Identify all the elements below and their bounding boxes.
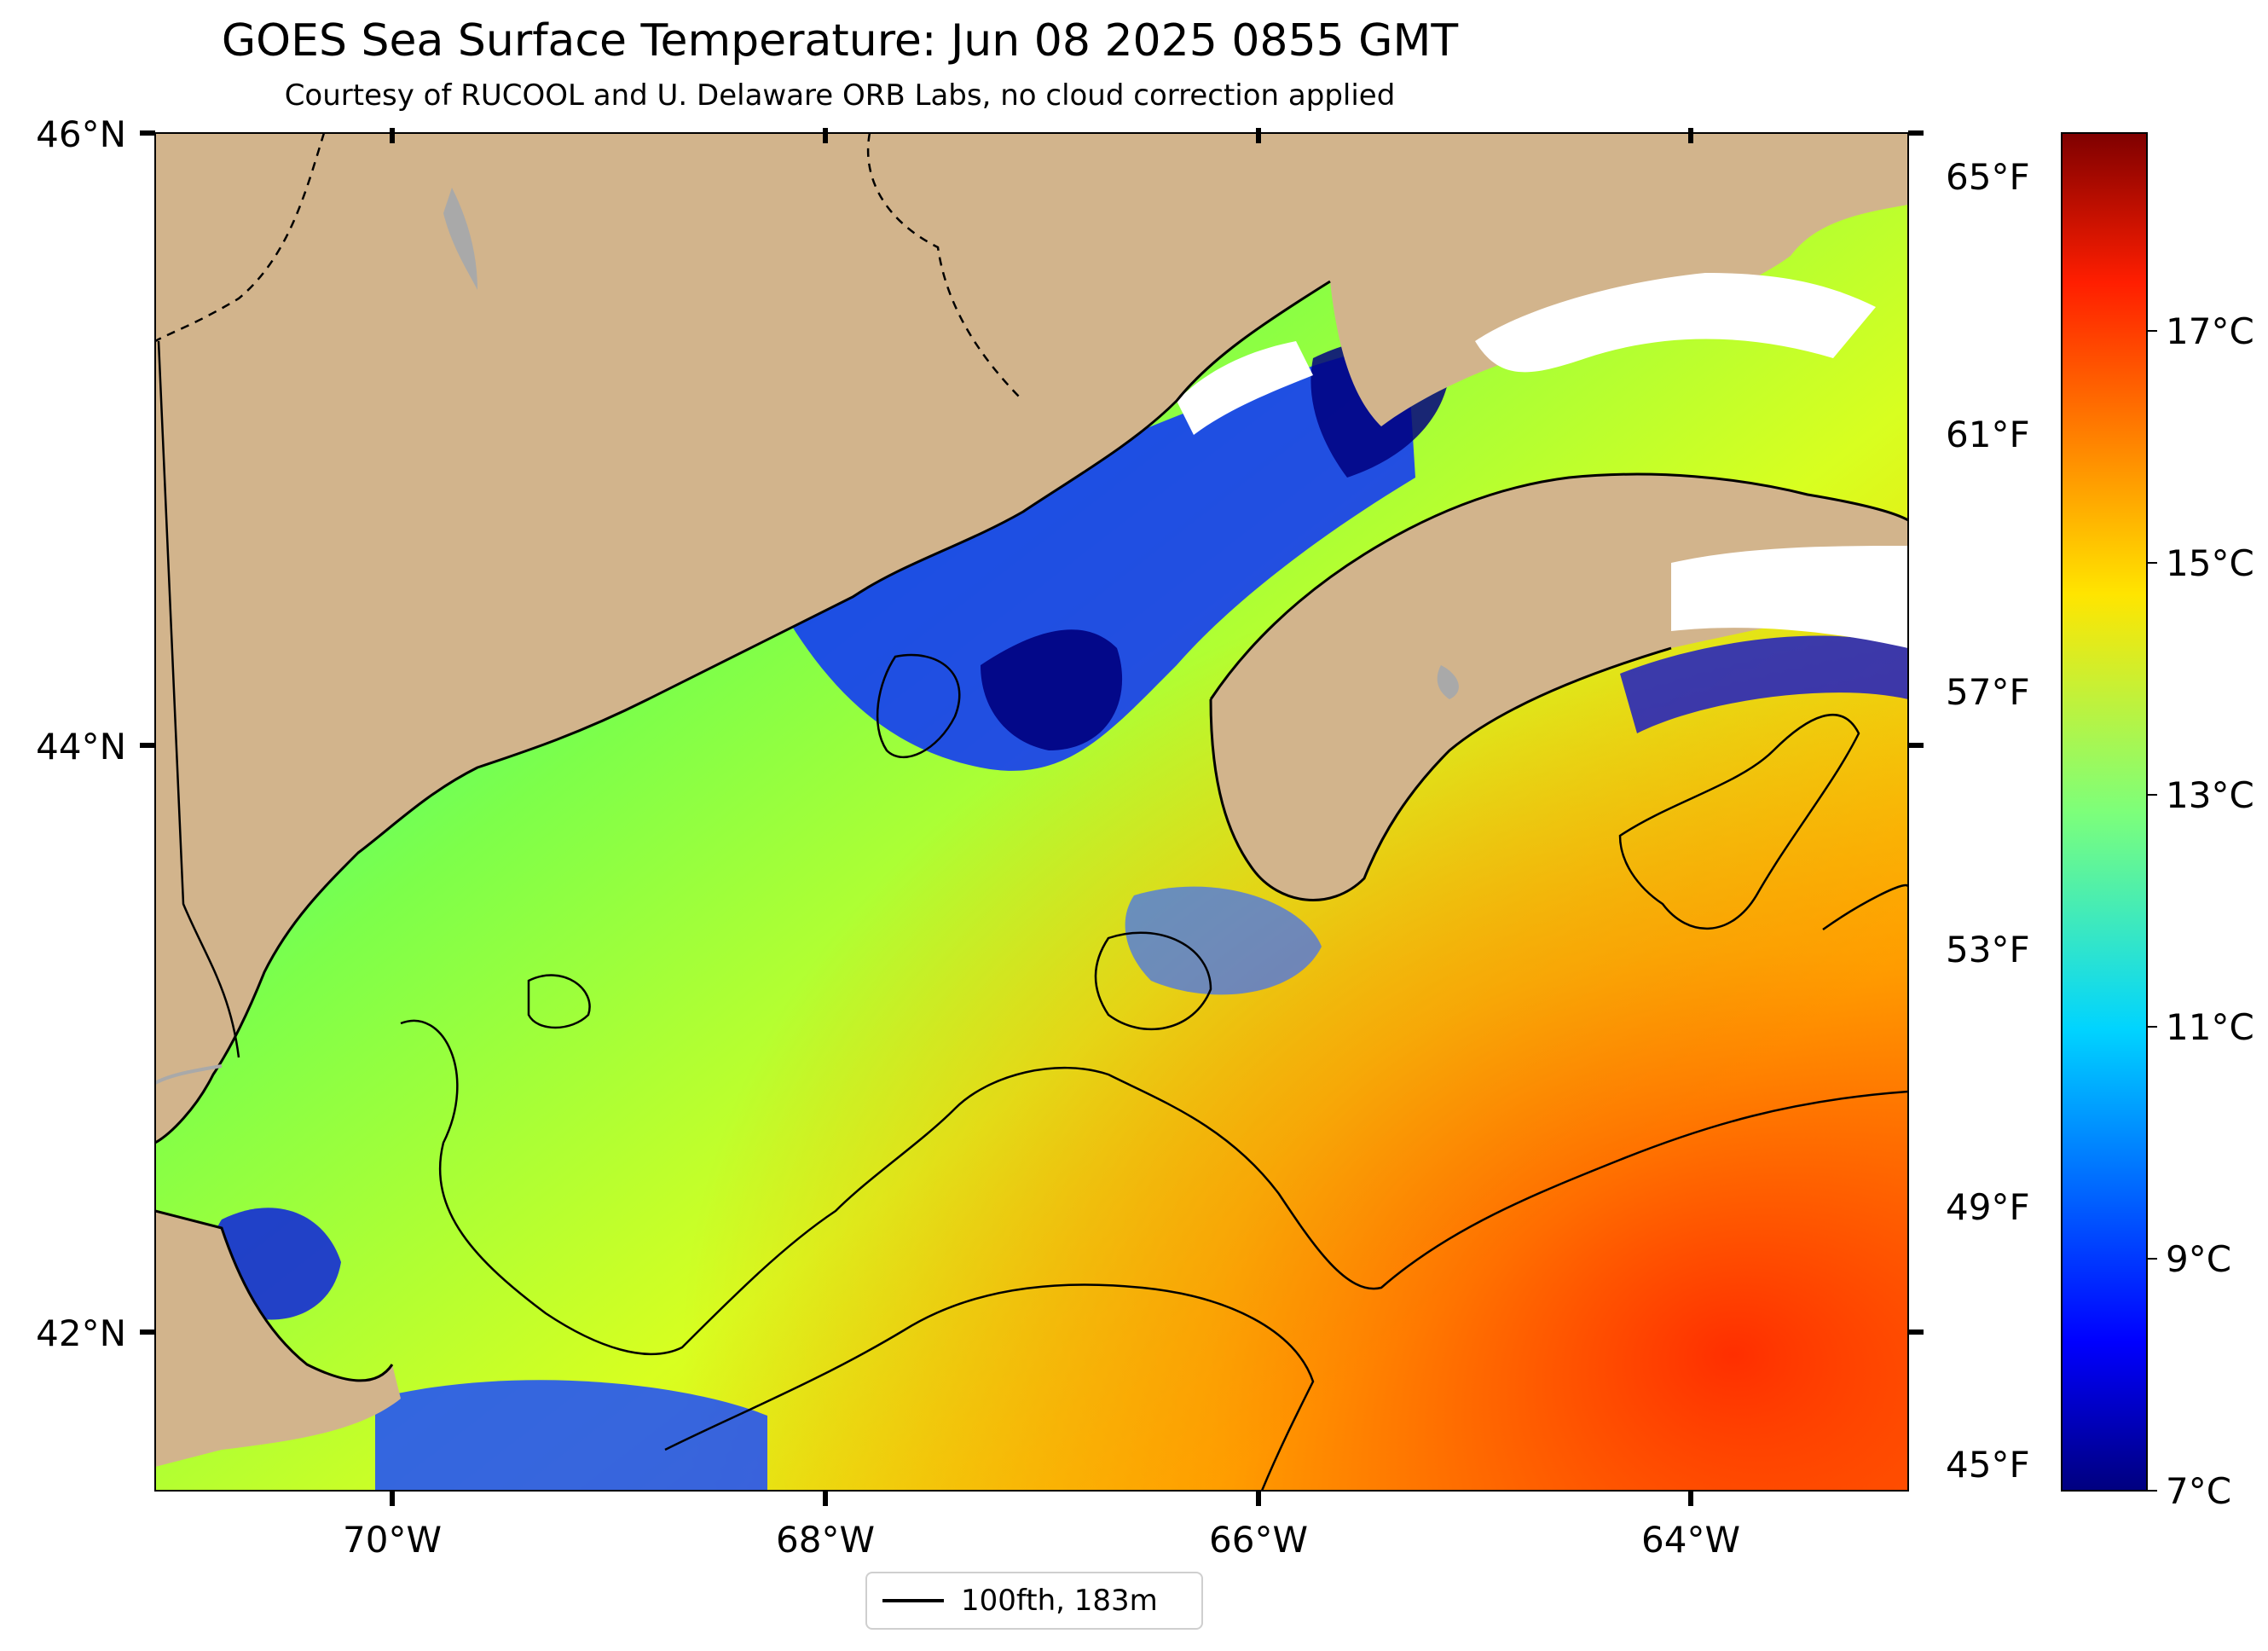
fahrenheit-axis: 65°F 61°F 57°F 53°F 49°F 45°F — [1946, 156, 2030, 1486]
lon-label-64w: 64°W — [1641, 1519, 1740, 1561]
cold-water-nantucket — [375, 1380, 767, 1491]
colorbar — [2061, 132, 2148, 1492]
celsius-label-11: 11°C — [2166, 1006, 2254, 1048]
contour-100fth — [400, 653, 1908, 1491]
border-maine-new-brunswick — [866, 133, 1024, 402]
no-data-patch-fundy — [1177, 341, 1313, 435]
land-cape-cod — [155, 1211, 401, 1467]
cold-water-scotian-edge — [1620, 635, 1908, 733]
lon-label-66w: 66°W — [1209, 1519, 1308, 1561]
lake-nova-scotia — [1437, 665, 1459, 699]
coastline-nova-scotia-north — [1209, 472, 1908, 700]
celsius-label-9: 9°C — [2166, 1238, 2231, 1280]
cool-water-center — [1125, 886, 1322, 995]
border-new-hampshire — [157, 340, 240, 1058]
fahrenheit-label-65: 65°F — [1946, 156, 2030, 198]
coastline-cape-cod — [155, 1209, 394, 1382]
fahrenheit-label-61: 61°F — [1946, 414, 2030, 455]
celsius-label-7: 7°C — [2166, 1470, 2231, 1512]
contour-line-7 — [1822, 883, 1908, 931]
no-data-patch-minas — [1475, 273, 1876, 373]
land-new-brunswick — [1330, 133, 1908, 426]
lat-ticks-major — [140, 130, 1924, 1335]
lat-label-42n: 42°N — [36, 1312, 126, 1354]
fahrenheit-label-45: 45°F — [1946, 1444, 2030, 1486]
sst-field — [155, 133, 1908, 1491]
fahrenheit-label-53: 53°F — [1946, 929, 2030, 970]
contour-line-3 — [876, 653, 961, 759]
river-merrimack — [155, 1064, 223, 1085]
fahrenheit-label-49: 49°F — [1946, 1186, 2030, 1228]
coastline-new-england — [155, 280, 1331, 1144]
coldest-water-patch — [981, 629, 1123, 750]
lat-label-46n: 46°N — [36, 113, 126, 155]
contour-line-2 — [664, 1283, 1315, 1491]
contour-line-4 — [527, 974, 591, 1029]
fahrenheit-label-57: 57°F — [1946, 671, 2030, 713]
legend-label: 100fth, 183m — [961, 1584, 1158, 1618]
celsius-label-15: 15°C — [2166, 542, 2254, 584]
map-frame — [154, 132, 1909, 1492]
lon-label-70w: 70°W — [343, 1519, 442, 1561]
contour-line-5 — [1618, 713, 1860, 930]
map-title: GOES Sea Surface Temperature: Jun 08 202… — [221, 15, 1459, 67]
no-data-patch-scotian — [1671, 546, 1908, 648]
celsius-label-13: 13°C — [2166, 774, 2254, 816]
contour-line-6 — [1094, 931, 1212, 1031]
lake-moosehead — [443, 188, 477, 290]
lat-label-44n: 44°N — [36, 726, 126, 768]
celsius-label-17: 17°C — [2166, 310, 2254, 352]
coastlines — [155, 280, 1908, 1382]
lon-label-68w: 68°W — [776, 1519, 875, 1561]
border-quebec-maine — [155, 133, 326, 343]
coastline-nova-scotia-south — [1209, 646, 1672, 901]
lon-ticks-major — [390, 128, 1693, 1506]
contour-line-1 — [400, 1019, 1908, 1356]
map-legend: 100fth, 183m — [865, 1572, 1203, 1630]
celsius-axis: 17°C 15°C 13°C 11°C 9°C 7°C — [2166, 310, 2254, 1512]
map-subtitle: Courtesy of RUCOOL and U. Delaware ORB L… — [284, 78, 1396, 113]
political-borders — [155, 133, 1024, 402]
legend-contour-line — [882, 1599, 944, 1602]
land-new-england — [155, 133, 1330, 1143]
colorbar-ticks — [2147, 330, 2157, 1492]
